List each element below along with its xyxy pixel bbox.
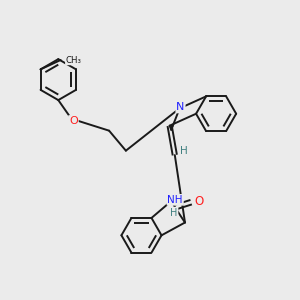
Text: CH₃: CH₃ <box>66 56 82 64</box>
Text: NH: NH <box>167 195 183 205</box>
Text: N: N <box>176 103 185 112</box>
Text: O: O <box>194 195 203 208</box>
Text: H: H <box>180 146 188 156</box>
Text: O: O <box>69 116 78 126</box>
Text: H: H <box>170 208 178 218</box>
